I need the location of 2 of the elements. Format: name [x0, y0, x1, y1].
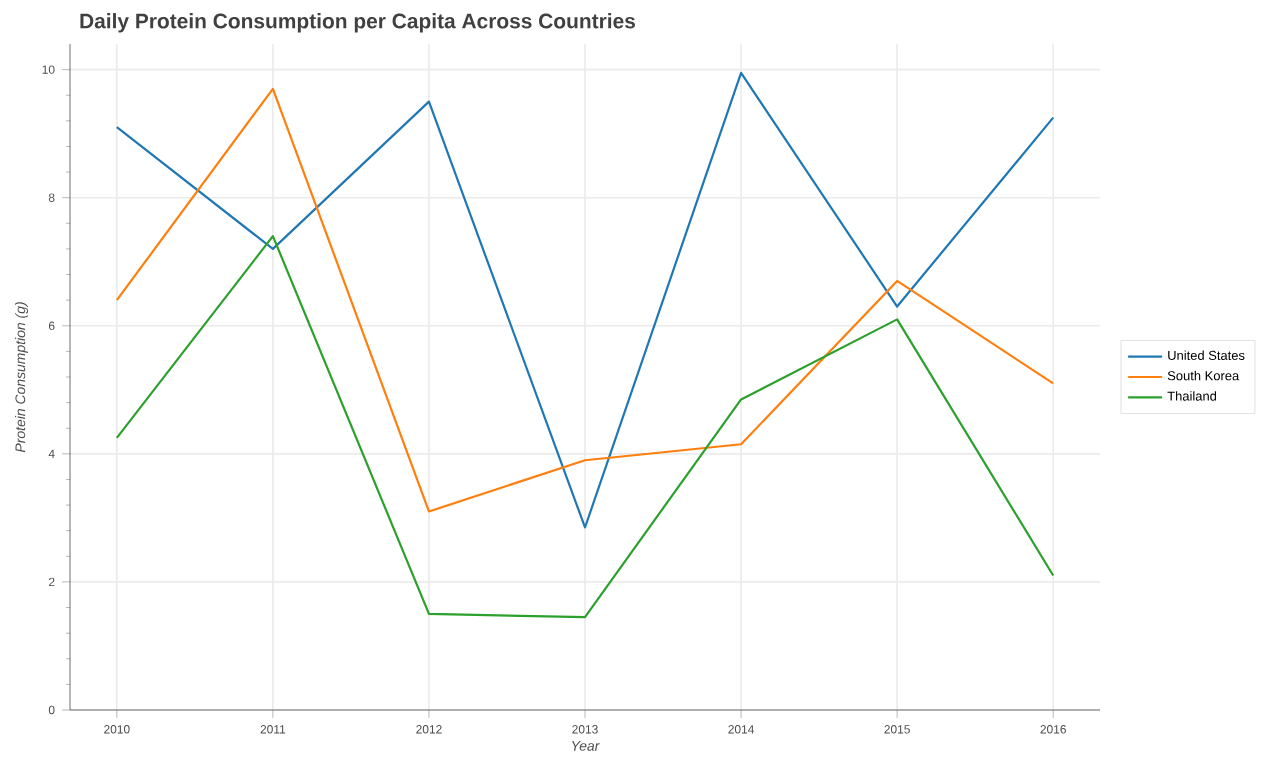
line-series — [115, 235, 1055, 619]
chart-title: Daily Protein Consumption per Capita Across Countries — [80, 13, 636, 33]
